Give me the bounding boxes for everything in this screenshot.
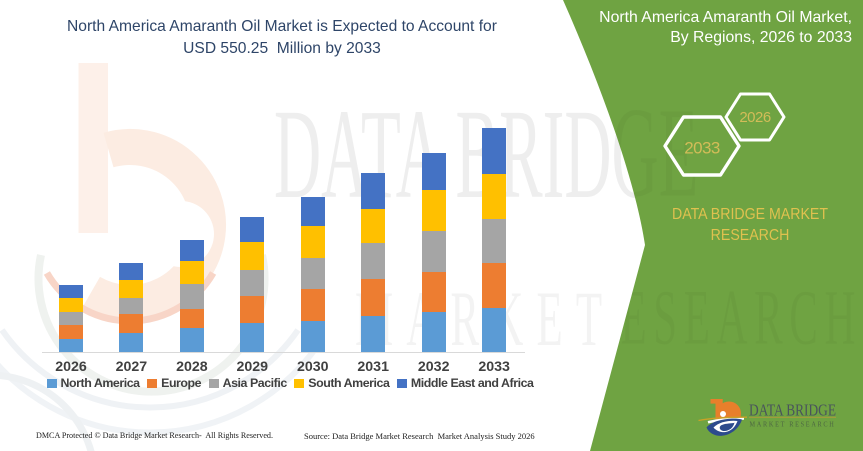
svg-text:DATA BRIDGE: DATA BRIDGE (749, 400, 836, 419)
svg-text:MARKET RESEARCH: MARKET RESEARCH (348, 274, 862, 361)
svg-text:2033: 2033 (684, 139, 720, 158)
svg-text:DATA BRIDGE: DATA BRIDGE (274, 81, 699, 223)
svg-text:2026: 2026 (739, 109, 771, 126)
svg-text:MARKET RESEARCH: MARKET RESEARCH (750, 420, 836, 429)
